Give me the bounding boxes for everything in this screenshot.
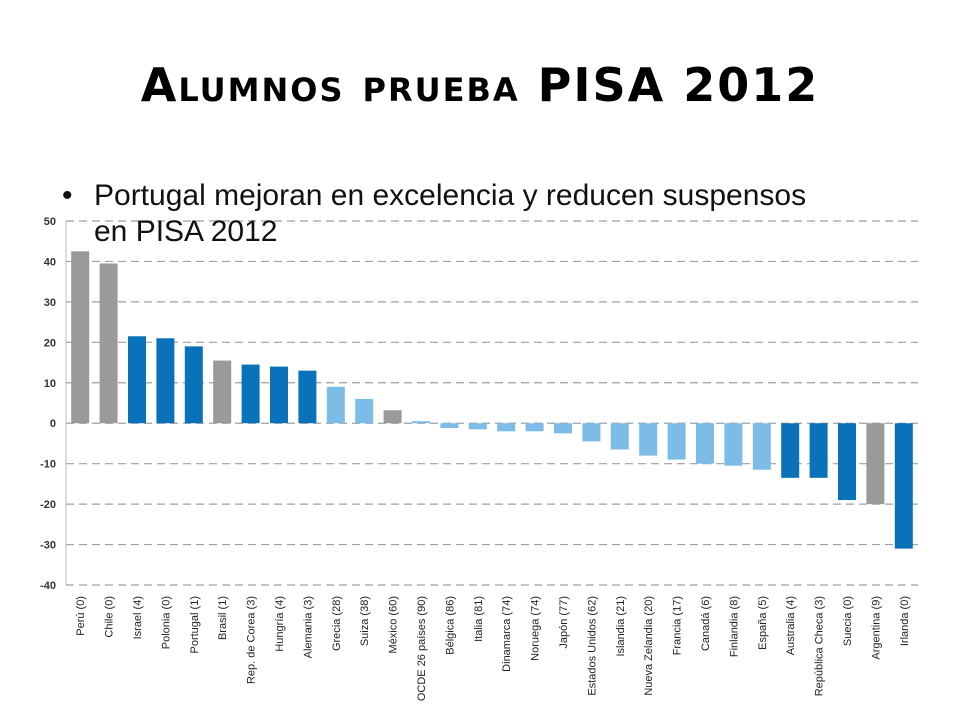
bar (554, 423, 572, 434)
bar (497, 423, 516, 432)
bar (610, 423, 629, 450)
bullet-point: • Portugal mejoran en excelencia y reduc… (62, 178, 822, 250)
y-tick-label: -10 (40, 459, 56, 471)
x-tick-label: Rep. de Corea (3) (246, 596, 258, 684)
y-tick-label: -20 (40, 499, 56, 511)
bar (582, 423, 601, 442)
y-axis-ticks: 50 40 30 20 10 0 -10 -20 -30 -40 (40, 216, 56, 592)
bar (383, 410, 402, 424)
x-tick-label: Italia (81) (473, 596, 485, 642)
x-tick-label: Hungría (4) (274, 596, 286, 652)
y-tick-label: 50 (44, 216, 56, 228)
x-tick-label: OCDE 26 países (90) (416, 596, 428, 701)
bar (781, 423, 800, 478)
x-tick-label: Portugal (1) (189, 596, 201, 653)
bar (440, 423, 459, 429)
x-tick-label: Australia (4) (785, 596, 797, 655)
y-tick-label: 0 (50, 418, 56, 430)
x-tick-label: Suiza (38) (359, 596, 371, 646)
bar (667, 423, 686, 460)
bar (639, 423, 658, 456)
y-tick-label: 30 (44, 297, 56, 309)
x-tick-label: Canadá (6) (700, 596, 712, 651)
x-tick-label: Polonia (0) (160, 596, 172, 649)
y-tick-label: 20 (44, 337, 56, 349)
x-tick-label: Estados Unidos (62) (586, 596, 598, 696)
x-tick-label: Alemania (3) (302, 596, 314, 658)
x-tick-label: Suecia (0) (842, 596, 854, 646)
bar (156, 338, 175, 424)
bar (184, 346, 203, 424)
x-tick-label: Israel (4) (132, 596, 144, 639)
bar (838, 423, 856, 501)
x-tick-label: Finlandia (8) (728, 596, 740, 657)
bar (355, 398, 374, 424)
bar (894, 423, 913, 549)
grid-layer (65, 220, 918, 586)
x-tick-label: Argentina (9) (870, 596, 882, 660)
bar (128, 336, 146, 424)
bar-layer (71, 251, 913, 549)
x-tick-label: Dinamarca (74) (501, 596, 513, 672)
slide-title: Alumnos prueba PISA 2012 (140, 58, 820, 112)
bar (809, 423, 828, 478)
x-tick-label: Brasil (1) (217, 596, 229, 640)
bar (270, 366, 288, 424)
bar (752, 423, 771, 470)
bar (724, 423, 743, 466)
x-tick-label: México (60) (388, 596, 400, 653)
x-tick-label: Francia (17) (672, 596, 684, 655)
y-tick-label: -40 (40, 580, 56, 592)
bar (696, 423, 714, 464)
x-tick-label: Islandia (21) (615, 596, 627, 657)
x-tick-label: Irlanda (0) (899, 596, 911, 646)
bar (213, 360, 232, 424)
bar (241, 364, 260, 424)
bullet-text: Portugal mejoran en excelencia y reducen… (94, 179, 807, 248)
x-tick-label: Nueva Zelandia (20) (643, 596, 655, 696)
x-tick-label: España (5) (757, 596, 769, 650)
bar (298, 370, 317, 424)
x-tick-label: Chile (0) (104, 596, 116, 638)
x-tick-label: Bélgica (86) (444, 596, 456, 655)
bullet-marker: • (62, 179, 73, 212)
y-tick-label: 40 (44, 256, 56, 268)
bar (99, 263, 118, 424)
bar (468, 423, 487, 430)
x-tick-label: Noruega (74) (530, 596, 542, 661)
y-tick-label: -30 (40, 540, 56, 552)
x-axis-labels: Perú (0) Chile (0) Israel (4) Polonia (0) Po… (75, 596, 911, 701)
y-tick-label: 10 (44, 378, 56, 390)
x-tick-label: Japón (77) (558, 596, 570, 649)
x-tick-label: Perú (0) (75, 596, 87, 636)
bar (412, 421, 430, 424)
x-tick-label: Grecia (28) (331, 596, 343, 651)
bar (71, 251, 90, 424)
bar (326, 386, 345, 424)
x-tick-label: República Checa (3) (814, 596, 826, 696)
bar (866, 423, 885, 505)
bar (525, 423, 544, 432)
